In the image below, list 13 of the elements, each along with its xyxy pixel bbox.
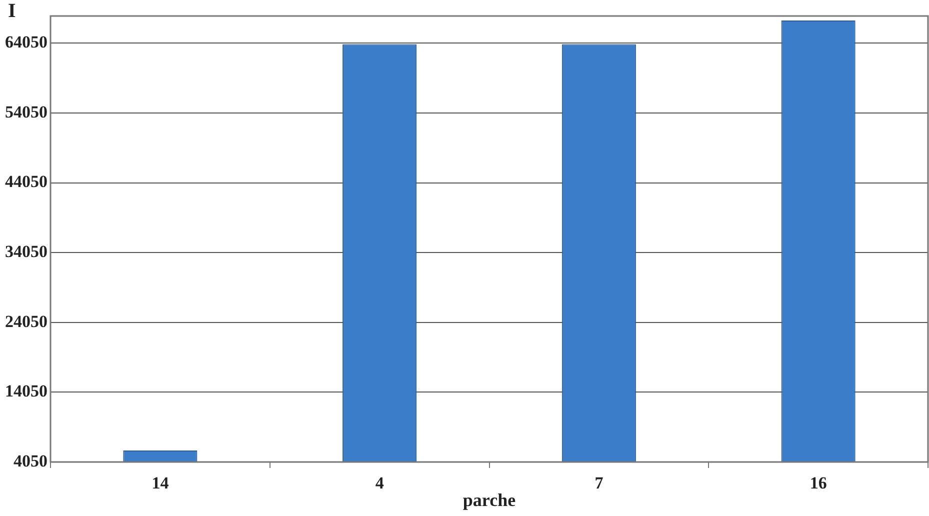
y-tick-label: 64050 — [5, 32, 48, 52]
x-tick-label: 4 — [375, 474, 384, 493]
x-axis-title: parche — [462, 490, 516, 510]
y-axis-title: I — [8, 0, 16, 22]
y-tick-label: 34050 — [5, 242, 48, 261]
y-tick-label: 54050 — [5, 102, 48, 122]
y-tick-label: 44050 — [5, 172, 48, 192]
x-tick-label: 7 — [594, 474, 604, 493]
x-tick-label: 14 — [152, 474, 170, 493]
y-tick-label: 24050 — [5, 312, 48, 331]
y-tick-label: 4050 — [14, 451, 48, 470]
x-tick-label: 16 — [810, 474, 827, 493]
y-tick-label: 14050 — [5, 382, 48, 401]
